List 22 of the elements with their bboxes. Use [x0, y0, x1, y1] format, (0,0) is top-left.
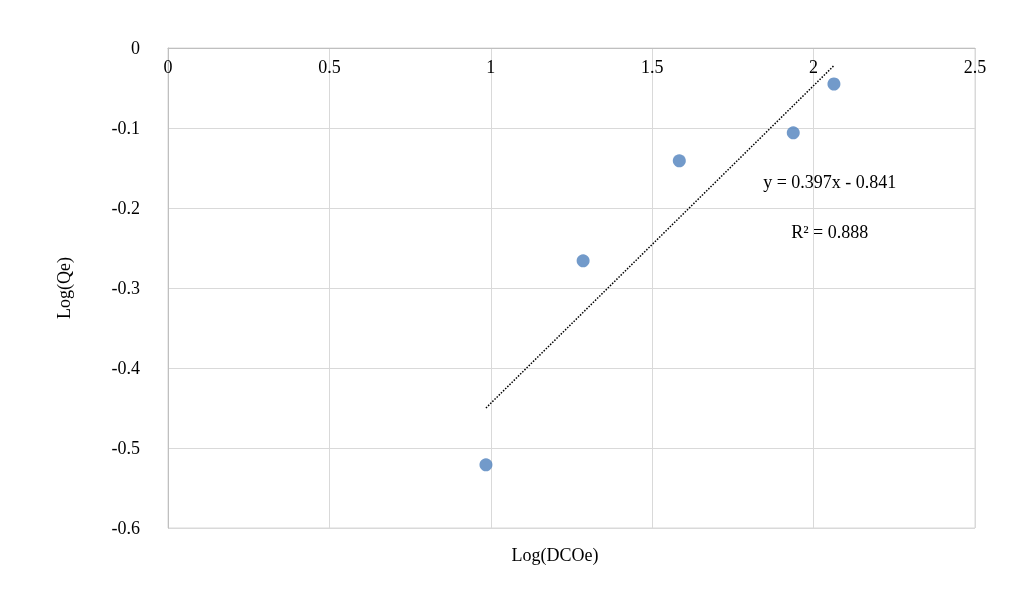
y-tick-label: 0 [131, 38, 140, 58]
x-tick-label: 1 [486, 57, 496, 77]
point [672, 154, 686, 168]
y-tick-label: -0.4 [111, 358, 140, 378]
x-tick-label: 0.5 [318, 57, 341, 77]
x-tick-label: 1.5 [640, 57, 664, 77]
y-tick-label: -0.3 [111, 278, 140, 298]
x-axis-title: Log(DCOe) [511, 545, 599, 566]
x-tick-label: 2 [809, 57, 819, 77]
annotation: y = 0.397x - 0.841 [763, 172, 897, 193]
y-tick-label: -0.1 [111, 118, 140, 138]
point [827, 77, 841, 91]
y-tick-label: -0.5 [111, 438, 140, 458]
x-tick-label: 2.5 [963, 57, 987, 77]
annotation: R² = 0.888 [791, 222, 869, 243]
y-tick-label: -0.2 [111, 198, 140, 218]
point [479, 458, 493, 472]
point [786, 126, 800, 140]
point [576, 254, 590, 268]
y-tick-label: -0.6 [111, 518, 140, 538]
y-axis-title: Log(Qe) [54, 257, 75, 319]
x-tick-label: 0 [163, 57, 173, 77]
